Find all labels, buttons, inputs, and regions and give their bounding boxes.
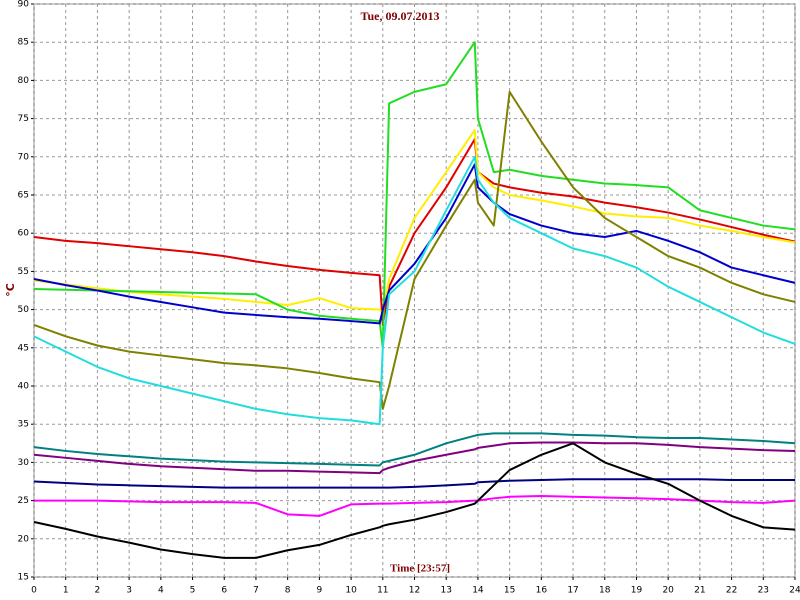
series-line (33, 129, 796, 315)
x-tick-label: 17 (567, 586, 578, 596)
x-tick-label: 20 (662, 586, 674, 596)
x-tick-label: 22 (726, 586, 737, 596)
series-line (33, 478, 795, 489)
y-tick-label: 75 (18, 114, 29, 124)
x-tick-label: 15 (504, 586, 515, 596)
x-tick-label: 3 (126, 586, 132, 596)
x-tick-label: 7 (253, 586, 259, 596)
x-tick-label: 0 (31, 586, 37, 596)
series-line (33, 155, 796, 426)
x-tick-label: 11 (377, 586, 388, 596)
y-tick-label: 65 (18, 191, 29, 201)
x-tick-label: 14 (472, 586, 484, 596)
y-tick-label: 25 (18, 496, 29, 506)
series-line (33, 41, 796, 349)
y-tick-label: 40 (18, 382, 30, 392)
series-line (33, 163, 796, 325)
series-line (33, 441, 796, 475)
series-line (33, 432, 796, 467)
y-tick-label: 30 (18, 458, 30, 468)
x-tick-label: 10 (345, 586, 357, 596)
chart-title: Tue, 09.07.2013 (361, 9, 440, 23)
x-tick-label: 13 (440, 586, 451, 596)
x-tick-label: 9 (317, 586, 323, 596)
y-tick-label: 20 (18, 534, 30, 544)
y-axis-label: °C (4, 283, 17, 297)
x-tick-label: 6 (221, 586, 227, 596)
y-tick-label: 35 (18, 420, 29, 430)
y-tick-label: 90 (18, 0, 30, 10)
x-axis-label: Time [23:57] (390, 563, 450, 575)
x-tick-label: 4 (158, 586, 164, 596)
series-line (33, 442, 796, 559)
series-line (33, 138, 796, 326)
x-tick-label: 8 (285, 586, 291, 596)
x-tick-label: 5 (190, 586, 196, 596)
x-tick-label: 16 (536, 586, 548, 596)
x-tick-label: 18 (599, 586, 611, 596)
y-tick-label: 55 (18, 267, 29, 277)
x-tick-label: 19 (631, 586, 643, 596)
plot-area (33, 3, 796, 578)
y-tick-label: 45 (18, 343, 29, 353)
series-line (33, 90, 796, 410)
series-line (34, 495, 796, 517)
x-tick-label: 23 (758, 586, 769, 596)
x-tick-label: 21 (694, 586, 705, 596)
y-tick-label: 70 (18, 152, 30, 162)
y-tick-label: 15 (18, 573, 29, 583)
y-tick-label: 85 (18, 38, 29, 48)
x-tick-label: 12 (409, 586, 420, 596)
x-tick-label: 2 (95, 586, 101, 596)
y-tick-label: 60 (18, 229, 30, 239)
y-tick-label: 80 (18, 76, 30, 86)
x-tick-label: 24 (789, 586, 800, 596)
x-tick-label: 1 (63, 586, 69, 596)
y-tick-label: 50 (18, 305, 30, 315)
